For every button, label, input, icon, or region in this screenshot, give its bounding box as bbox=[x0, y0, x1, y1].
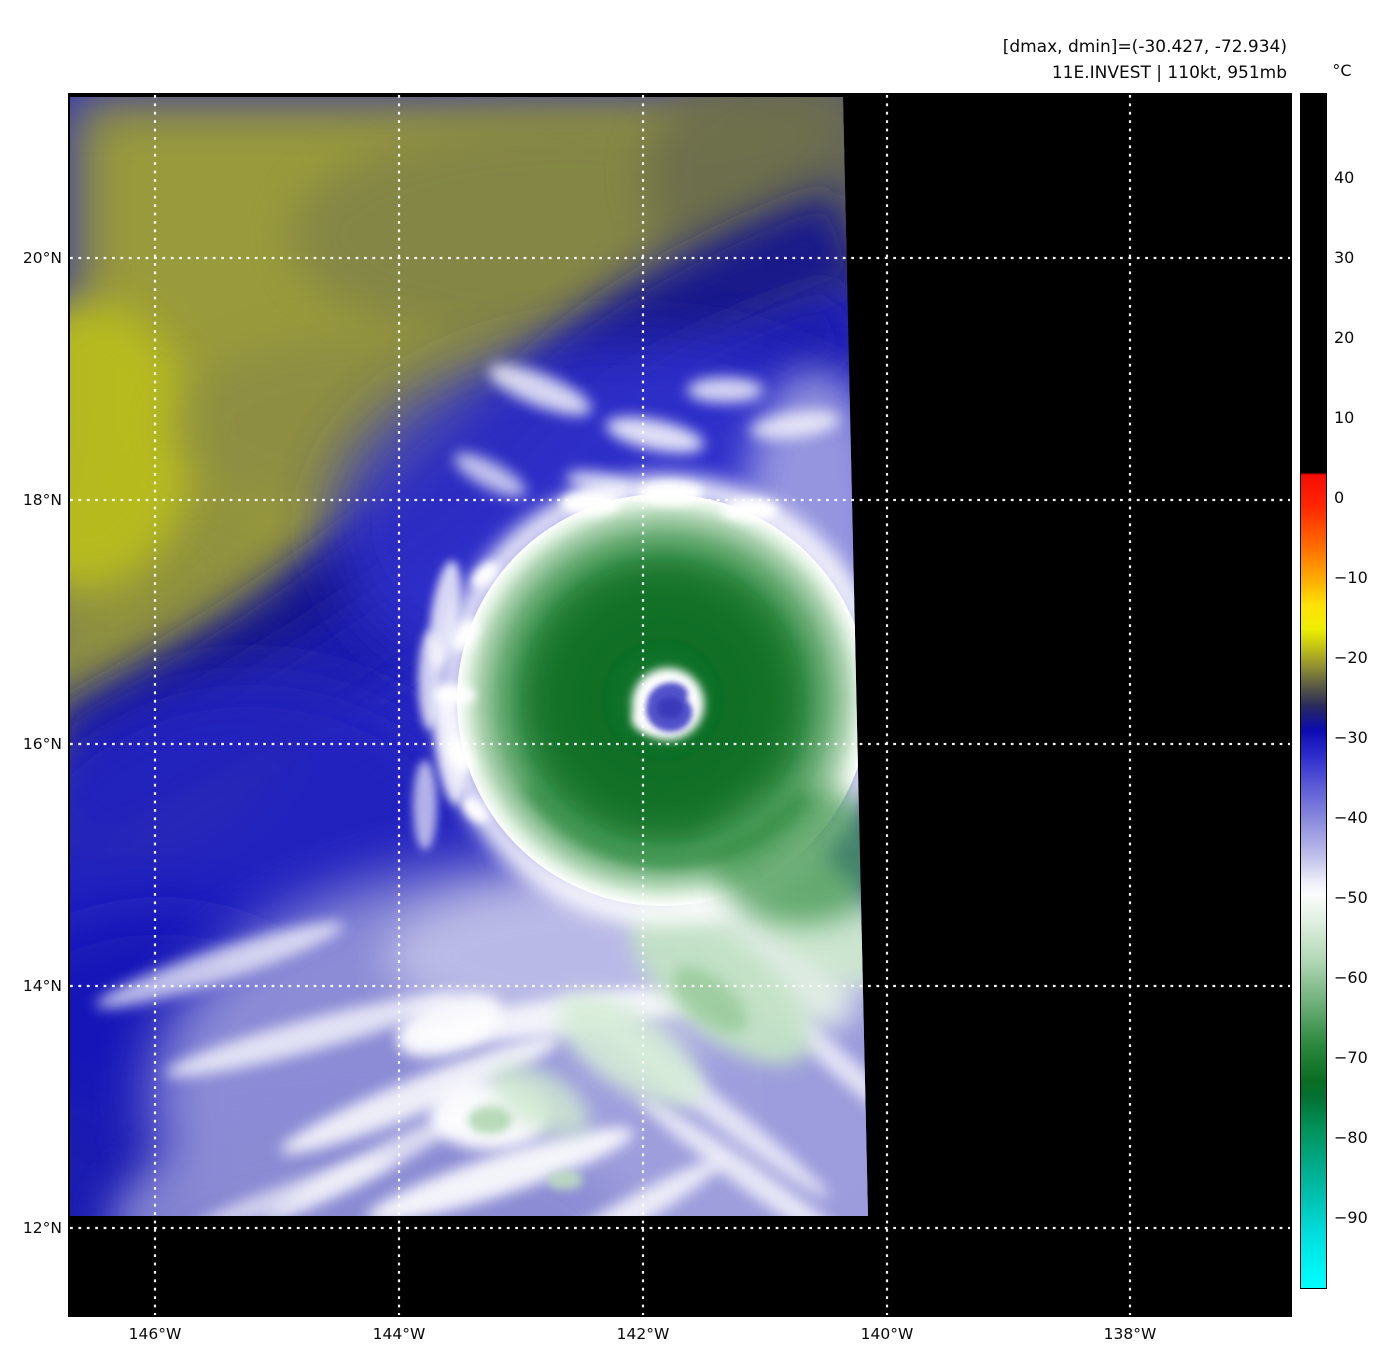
colorbar-tick-label: 40 bbox=[1334, 168, 1355, 187]
colorbar-tick-label: −60 bbox=[1334, 968, 1368, 987]
colorbar-tick-label: −40 bbox=[1334, 808, 1368, 827]
lat-tick-label: 12°N bbox=[22, 1219, 62, 1237]
lon-tick-label: 140°W bbox=[860, 1325, 914, 1343]
colorbar bbox=[1300, 93, 1327, 1289]
colorbar-tick-label: 30 bbox=[1334, 248, 1355, 267]
info-block: [dmax, dmin]=(-30.427, -72.934) 11E.INVE… bbox=[1003, 34, 1287, 86]
satellite-image bbox=[70, 95, 1290, 1315]
lat-tick-label: 14°N bbox=[22, 977, 62, 995]
colorbar-tick-label: −50 bbox=[1334, 888, 1368, 907]
colorbar-tick-label: 0 bbox=[1334, 488, 1345, 507]
colorbar-tick-label: 20 bbox=[1334, 328, 1355, 347]
colorbar-tick-label: 10 bbox=[1334, 408, 1355, 427]
colorbar-tick-label: −80 bbox=[1334, 1128, 1368, 1147]
lat-tick-label: 16°N bbox=[22, 735, 62, 753]
range-info: [dmax, dmin]=(-30.427, -72.934) bbox=[1002, 37, 1287, 57]
colorbar-tick-label: −90 bbox=[1334, 1208, 1368, 1227]
colorbar-tick-label: −70 bbox=[1334, 1048, 1368, 1067]
lon-tick-label: 138°W bbox=[1103, 1325, 1157, 1343]
lon-tick-label: 142°W bbox=[616, 1325, 670, 1343]
lat-tick-label: 18°N bbox=[22, 491, 62, 509]
map-area: Copyright © 2020-2025 Dapiya bbox=[68, 93, 1292, 1317]
lat-lon-gridlines bbox=[70, 95, 1290, 1315]
colorbar-unit-label: °C bbox=[1332, 61, 1352, 80]
satellite-data-region bbox=[70, 97, 868, 1216]
lon-tick-label: 144°W bbox=[372, 1325, 426, 1343]
storm-info: 11E.INVEST | 110kt, 951mb bbox=[1051, 63, 1287, 83]
colorbar-tick-label: −30 bbox=[1334, 728, 1368, 747]
lon-tick-label: 146°W bbox=[128, 1325, 182, 1343]
colorbar-tick-label: −20 bbox=[1334, 648, 1368, 667]
lat-tick-label: 20°N bbox=[22, 249, 62, 267]
colorbar-tick-label: −10 bbox=[1334, 568, 1368, 587]
hurricane-cdo bbox=[435, 475, 868, 925]
